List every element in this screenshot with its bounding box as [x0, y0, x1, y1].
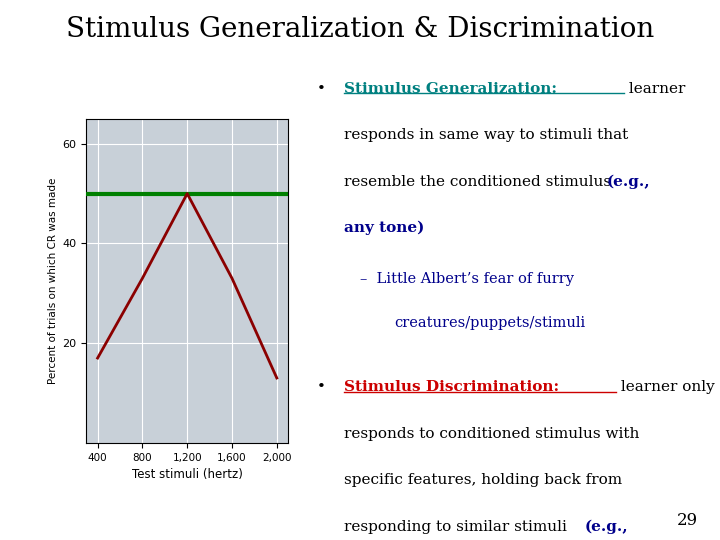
Text: resemble the conditioned stimulus: resemble the conditioned stimulus [344, 174, 616, 188]
Text: any tone): any tone) [344, 221, 424, 235]
Text: (e.g.,: (e.g., [606, 174, 650, 189]
Text: responding to similar stimuli: responding to similar stimuli [344, 520, 572, 534]
Text: Stimulus Generalization & Discrimination: Stimulus Generalization & Discrimination [66, 16, 654, 43]
Text: –  Little Albert’s fear of furry: – Little Albert’s fear of furry [359, 272, 574, 286]
Text: specific features, holding back from: specific features, holding back from [344, 474, 622, 488]
Text: Stimulus Generalization:: Stimulus Generalization: [344, 82, 557, 96]
Text: (e.g.,: (e.g., [585, 520, 629, 534]
Text: learner: learner [624, 82, 685, 96]
Text: Stimulus Discrimination:: Stimulus Discrimination: [344, 380, 559, 394]
X-axis label: Test stimuli (hertz): Test stimuli (hertz) [132, 468, 243, 481]
Text: 29: 29 [678, 512, 698, 529]
Text: learner only: learner only [616, 380, 715, 394]
Text: responds to conditioned stimulus with: responds to conditioned stimulus with [344, 427, 639, 441]
Text: •: • [317, 380, 325, 394]
Text: creatures/puppets/stimuli: creatures/puppets/stimuli [395, 316, 586, 330]
Text: responds in same way to stimuli that: responds in same way to stimuli that [344, 128, 629, 142]
Y-axis label: Percent of trials on which CR was made: Percent of trials on which CR was made [48, 178, 58, 384]
Text: •: • [317, 82, 325, 96]
